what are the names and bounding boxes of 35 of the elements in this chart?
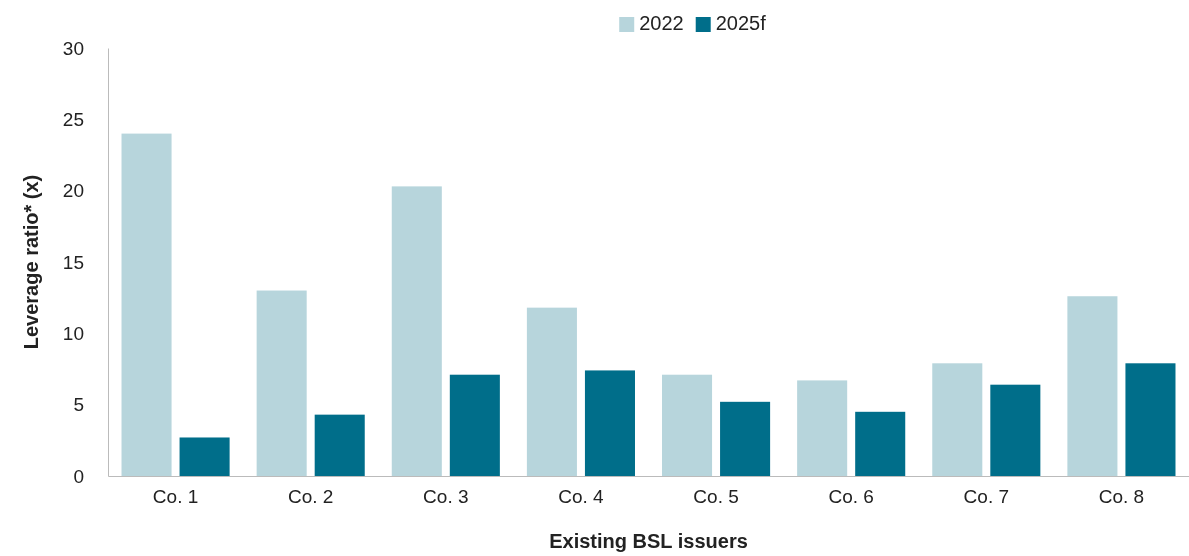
y-axis-title: Leverage ratio* (x) (20, 174, 42, 350)
y-tick-label: 5 (73, 394, 84, 416)
y-tick-label: 15 (62, 251, 84, 273)
bar (990, 384, 1041, 476)
bar (256, 290, 307, 476)
bar (584, 370, 635, 476)
legend-label: 2022 (639, 12, 684, 34)
bar (797, 380, 848, 476)
y-tick-label: 0 (73, 465, 84, 487)
x-tick-label: Co. 1 (152, 486, 199, 508)
x-tick-label: Co. 2 (287, 486, 334, 508)
bar (1125, 363, 1176, 476)
bar (179, 437, 230, 476)
x-tick-label: Co. 5 (693, 486, 739, 508)
legend-label: 2025f (715, 12, 767, 34)
x-axis-title: Existing BSL issuers (549, 530, 748, 552)
bar (121, 133, 172, 476)
bar (662, 374, 713, 476)
x-tick-label: Co. 4 (558, 486, 605, 508)
y-tick-label: 30 (62, 37, 84, 59)
y-tick-label: 10 (62, 322, 84, 344)
bar (932, 363, 983, 476)
bar (720, 401, 771, 476)
bar (526, 307, 577, 476)
x-tick-label: Co. 7 (963, 486, 1010, 508)
x-tick-label: Co. 3 (423, 486, 469, 508)
bar (391, 186, 442, 476)
bar (449, 374, 500, 476)
y-tick-label: 20 (62, 180, 84, 202)
bar (1067, 296, 1118, 476)
bar (855, 411, 906, 476)
bar (314, 414, 365, 476)
x-tick-label: Co. 6 (828, 486, 874, 508)
x-tick-label: Co. 8 (1098, 486, 1145, 508)
y-tick-label: 25 (62, 108, 84, 130)
